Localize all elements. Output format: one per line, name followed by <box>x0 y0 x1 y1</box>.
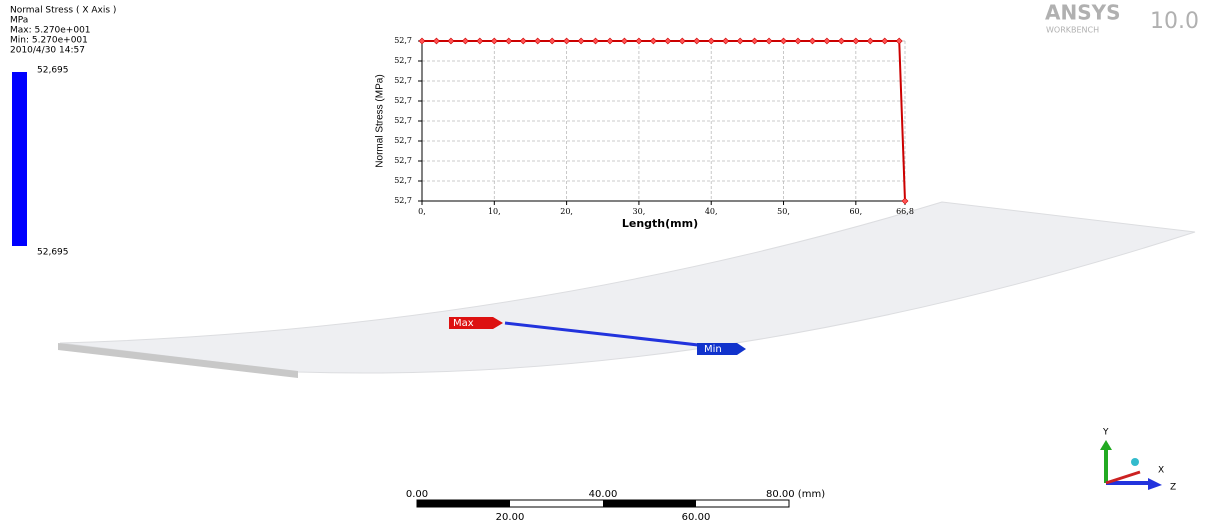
legend-min-label: 52,695 <box>37 248 69 258</box>
y-tick-label: 52,7 <box>394 156 412 165</box>
x-tick-label: 0, <box>418 207 426 216</box>
data-point <box>535 38 541 44</box>
y-tick-label: 52,7 <box>394 76 412 85</box>
data-point <box>593 38 599 44</box>
data-point <box>853 38 859 44</box>
data-point <box>737 38 743 44</box>
y-tick-label: 52,7 <box>394 56 412 65</box>
logo-workbench: WORKBENCH <box>1046 26 1099 35</box>
scale-label: 40.00 <box>589 489 618 500</box>
data-point <box>636 38 642 44</box>
legend-max-label: 52,695 <box>37 66 69 76</box>
data-point <box>665 38 671 44</box>
scale-label: 0.00 <box>406 489 428 500</box>
data-point <box>882 38 888 44</box>
max-value: Max: 5.270e+001 <box>10 26 91 36</box>
triad-center <box>1131 458 1139 466</box>
triad-z-head <box>1148 478 1162 490</box>
y-tick-label: 52,7 <box>394 136 412 145</box>
data-point <box>708 38 714 44</box>
scale-label: 80.00 (mm) <box>766 489 825 500</box>
unit: MPa <box>10 16 28 26</box>
data-point <box>809 38 815 44</box>
triad-x-label: X <box>1158 466 1164 476</box>
data-point <box>694 38 700 44</box>
data-point <box>766 38 772 44</box>
data-point <box>578 38 584 44</box>
data-point <box>462 38 468 44</box>
x-tick-label: 66,8 <box>896 207 914 216</box>
triad-y-head <box>1100 440 1112 450</box>
data-point <box>795 38 801 44</box>
scale-bar-segment <box>603 500 696 507</box>
probe-chart: Length(mm) Normal Stress (MPa) 52,7 52,7 5… <box>375 36 914 230</box>
data-point <box>477 38 483 44</box>
data-point <box>723 38 729 44</box>
data-point <box>433 38 439 44</box>
y-tick-label: 52,7 <box>394 36 412 45</box>
data-point <box>520 38 526 44</box>
result-title: Normal Stress ( X Axis ) <box>10 6 116 16</box>
data-point <box>896 38 902 44</box>
data-point <box>564 38 570 44</box>
x-tick-label: 60, <box>849 207 862 216</box>
x-tick-label: 40, <box>705 207 718 216</box>
data-point <box>549 38 555 44</box>
data-point <box>621 38 627 44</box>
x-tick-label: 20, <box>560 207 573 216</box>
y-axis-label: Normal Stress (MPa) <box>375 74 386 167</box>
x-tick-label: 50, <box>777 207 790 216</box>
timestamp: 2010/4/30 14:57 <box>10 46 85 56</box>
triad-z-label: Z <box>1170 483 1176 493</box>
min-value: Min: 5.270e+001 <box>10 36 88 46</box>
scale-bar-segment <box>417 500 510 507</box>
y-tick-label: 52,7 <box>394 96 412 105</box>
scale-label: 60.00 <box>682 512 711 523</box>
screen: Normal Stress ( X Axis ) MPa Max: 5.270e… <box>0 0 1213 527</box>
min-probe-label: Min <box>704 344 722 355</box>
data-point <box>752 38 758 44</box>
scale-label: 20.00 <box>496 512 525 523</box>
data-point <box>419 38 425 44</box>
triad-y-label: Y <box>1102 428 1109 438</box>
data-point <box>781 38 787 44</box>
logo-ansys: ANSYS <box>1045 1 1121 25</box>
color-legend-bar <box>12 72 27 246</box>
y-tick-label: 52,7 <box>394 196 412 205</box>
data-point <box>607 38 613 44</box>
x-axis-label: Length(mm) <box>622 217 698 230</box>
y-tick-label: 52,7 <box>394 116 412 125</box>
y-tick-label: 52,7 <box>394 176 412 185</box>
data-point <box>491 38 497 44</box>
data-point <box>650 38 656 44</box>
x-tick-label: 10, <box>488 207 501 216</box>
data-point <box>867 38 873 44</box>
data-point <box>902 198 908 204</box>
data-point <box>838 38 844 44</box>
data-point <box>506 38 512 44</box>
data-point <box>679 38 685 44</box>
x-tick-label: 30, <box>633 207 646 216</box>
max-probe-label: Max <box>453 318 474 329</box>
data-point <box>824 38 830 44</box>
logo-version: 10.0 <box>1150 9 1199 34</box>
data-point <box>448 38 454 44</box>
